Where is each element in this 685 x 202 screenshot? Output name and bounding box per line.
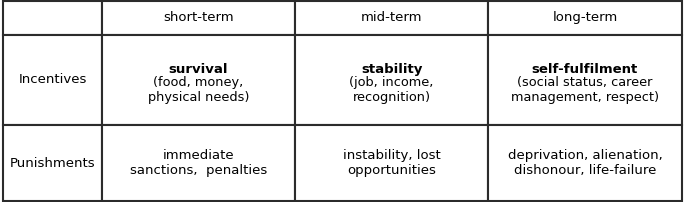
Text: Incentives: Incentives: [18, 74, 87, 86]
Bar: [102, 125, 295, 201]
Text: Punishments: Punishments: [10, 157, 95, 169]
Text: (social status, career
management, respect): (social status, career management, respe…: [511, 76, 659, 104]
Bar: [488, 125, 682, 201]
Text: (job, income,
recognition): (job, income, recognition): [349, 76, 434, 104]
Bar: [3, 35, 102, 125]
Text: self-fulfilment: self-fulfilment: [532, 63, 638, 76]
Text: immediate
sanctions,  penalties: immediate sanctions, penalties: [129, 149, 267, 177]
Bar: [3, 125, 102, 201]
Bar: [488, 35, 682, 125]
Text: long-term: long-term: [552, 12, 618, 24]
Text: (food, money,
physical needs): (food, money, physical needs): [148, 76, 249, 104]
Bar: [3, 1, 102, 35]
Bar: [295, 1, 488, 35]
Text: short-term: short-term: [163, 12, 234, 24]
Bar: [295, 35, 488, 125]
Text: mid-term: mid-term: [361, 12, 423, 24]
Bar: [102, 1, 295, 35]
Bar: [488, 1, 682, 35]
Bar: [295, 125, 488, 201]
Bar: [102, 35, 295, 125]
Text: stability: stability: [361, 63, 423, 76]
Text: instability, lost
opportunities: instability, lost opportunities: [342, 149, 440, 177]
Text: survival: survival: [169, 63, 228, 76]
Text: deprivation, alienation,
dishonour, life-failure: deprivation, alienation, dishonour, life…: [508, 149, 662, 177]
